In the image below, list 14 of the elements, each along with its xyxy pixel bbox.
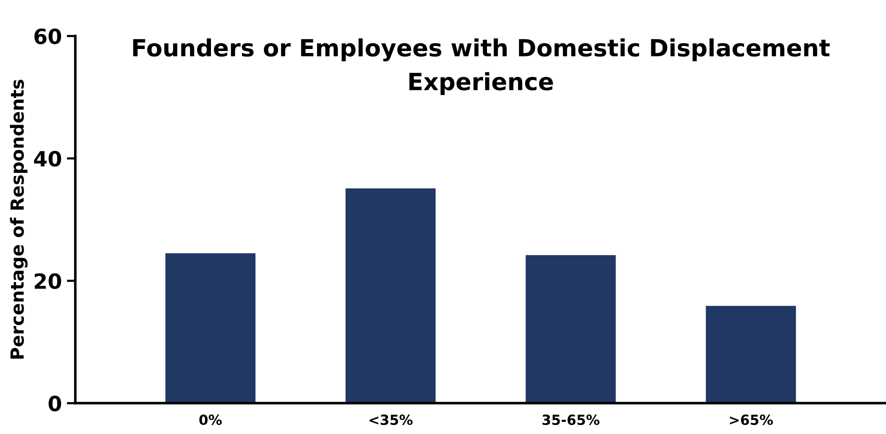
y-tick-label: 0	[48, 396, 62, 412]
y-tick-label: 40	[34, 150, 62, 167]
y-axis-title: Percentage of Respondents	[10, 80, 28, 359]
text: Founders or Employees with Domestic Displacement Experience	[133, 38, 830, 96]
y-tick-label: 20	[34, 273, 62, 290]
bar	[706, 306, 796, 404]
x-tick-label: 0%	[199, 414, 222, 426]
x-tick-label: <35%	[370, 414, 413, 426]
bar	[346, 188, 436, 404]
bar	[165, 253, 256, 404]
y-tick-label: 60	[34, 28, 62, 44]
x-tick-label: >65%	[730, 414, 773, 426]
x-tick-label: 35-65%	[542, 414, 600, 426]
bar	[526, 255, 616, 404]
